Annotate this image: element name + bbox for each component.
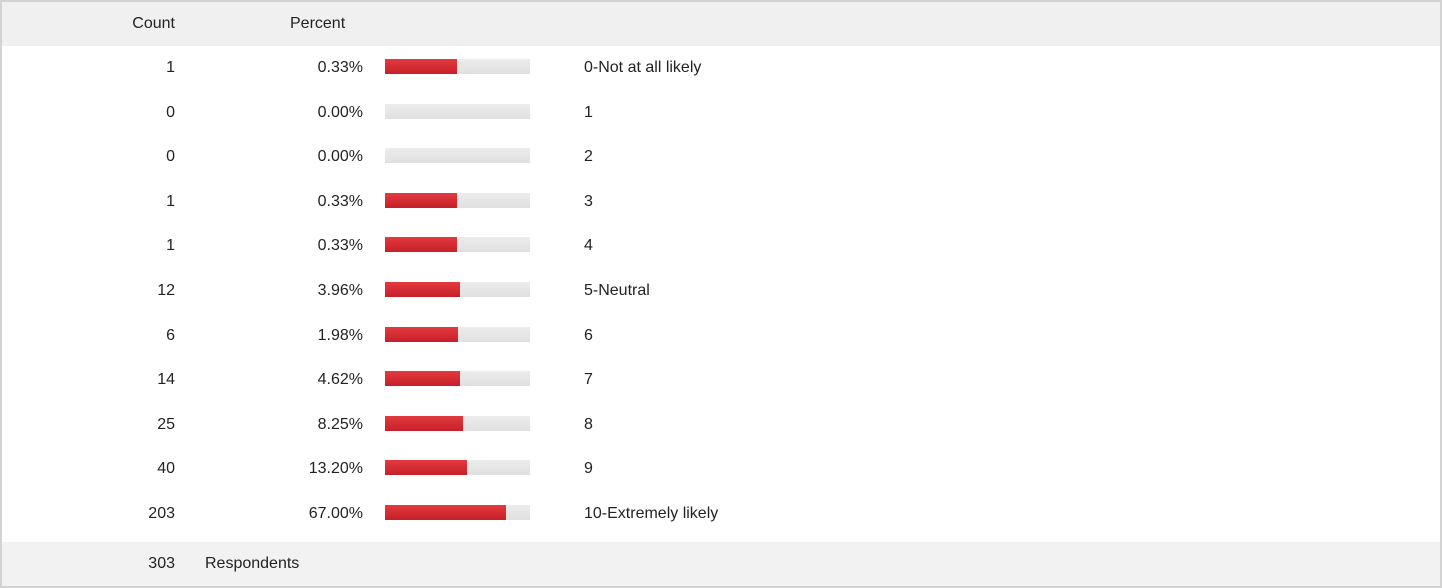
- row-option-label: 3: [584, 192, 593, 210]
- row-option-label: 9: [584, 460, 593, 478]
- percent-bar-fill: [385, 282, 460, 297]
- row-count: 0: [166, 103, 175, 121]
- row-count: 25: [157, 415, 175, 433]
- table-row: 0 0.00% 1: [2, 91, 1440, 135]
- row-percent: 13.20%: [308, 460, 363, 478]
- row-percent: 4.62%: [317, 371, 363, 389]
- respondents-count: 303: [148, 555, 175, 572]
- respondents-label: Respondents: [205, 555, 300, 572]
- percent-bar-fill: [385, 505, 506, 520]
- table-row: 12 3.96% 5-Neutral: [2, 269, 1440, 313]
- table-footer: 303 Respondents: [2, 542, 1440, 586]
- row-option-label: 10-Extremely likely: [584, 505, 719, 522]
- percent-bar-track: [385, 505, 530, 520]
- row-option-label: 4: [584, 237, 593, 255]
- percent-bar-track: [385, 59, 530, 74]
- percent-bar-track: [385, 326, 530, 342]
- row-count: 203: [148, 505, 175, 522]
- percent-bar-track: [385, 103, 530, 119]
- table-header: Count Percent: [2, 2, 1440, 46]
- table-row: 1 0.33% 0-Not at all likely: [2, 46, 1440, 90]
- row-count: 0: [166, 148, 175, 166]
- row-count: 1: [166, 59, 175, 76]
- row-percent: 67.00%: [308, 505, 363, 522]
- row-option-label: 5-Neutral: [584, 282, 650, 299]
- row-option-label: 8: [584, 415, 593, 433]
- row-option-label: 1: [584, 103, 593, 121]
- percent-bar-fill: [385, 415, 464, 431]
- row-count: 12: [157, 282, 175, 299]
- percent-bar-fill: [385, 59, 458, 74]
- row-count: 1: [166, 237, 175, 255]
- row-count: 40: [157, 460, 175, 478]
- row-option-label: 7: [584, 371, 593, 389]
- percent-bar-track: [385, 460, 530, 476]
- row-percent: 1.98%: [317, 326, 363, 344]
- table-row: 40 13.20% 9: [2, 447, 1440, 491]
- table-row: 14 4.62% 7: [2, 358, 1440, 402]
- row-percent: 0.33%: [317, 237, 363, 255]
- percent-bar-fill: [385, 326, 459, 342]
- table-row: 1 0.33% 4: [2, 224, 1440, 268]
- percent-bar-track: [385, 192, 530, 208]
- percent-bar-track: [385, 148, 530, 164]
- percent-bar-track: [385, 237, 530, 253]
- row-count: 1: [166, 192, 175, 210]
- percent-bar-track: [385, 282, 530, 297]
- table-row: 6 1.98% 6: [2, 314, 1440, 358]
- row-option-label: 0-Not at all likely: [584, 59, 702, 76]
- row-percent: 8.25%: [317, 415, 363, 433]
- row-percent: 0.00%: [317, 103, 363, 121]
- row-option-label: 6: [584, 326, 593, 344]
- table-row: 25 8.25% 8: [2, 403, 1440, 447]
- percent-bar-track: [385, 371, 530, 387]
- percent-column-header: Percent: [290, 15, 346, 32]
- row-percent: 3.96%: [317, 282, 363, 299]
- row-option-label: 2: [584, 148, 593, 166]
- table-row: 0 0.00% 2: [2, 135, 1440, 179]
- row-percent: 0.33%: [317, 59, 363, 76]
- table-row: 203 67.00% 10-Extremely likely: [2, 492, 1440, 536]
- table-row: 1 0.33% 3: [2, 180, 1440, 224]
- percent-bar-fill: [385, 192, 458, 208]
- percent-bar-fill: [385, 371, 461, 387]
- percent-bar-fill: [385, 237, 458, 253]
- percent-bar-track: [385, 415, 530, 431]
- row-percent: 0.00%: [317, 148, 363, 166]
- count-column-header: Count: [132, 15, 175, 32]
- row-count: 6: [166, 326, 175, 344]
- row-percent: 0.33%: [317, 192, 363, 210]
- percent-bar-fill: [385, 460, 467, 476]
- row-count: 14: [157, 371, 175, 389]
